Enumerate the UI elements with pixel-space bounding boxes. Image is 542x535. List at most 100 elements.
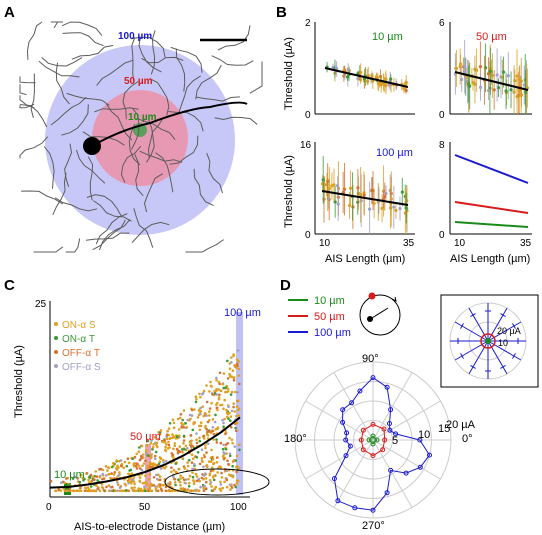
panel-a-letter: A [4,4,15,21]
legend-marker [54,364,58,368]
data-point [237,360,240,363]
dendrite-branch [66,92,110,106]
data-point [197,489,201,493]
data-point [192,421,196,424]
data-point [167,440,170,444]
x-tick: 35 [403,238,415,249]
data-point [175,435,179,439]
data-point [182,426,185,429]
panel-d: 10 µm 50 µm 100 µm 20 µA 10 90° 180° 270… [284,292,539,532]
data-point [154,463,157,467]
dendrite-branch [38,60,80,78]
y-tick: 0 [439,230,445,241]
data-point [235,414,238,418]
data-point [198,428,202,432]
data-point [152,483,155,487]
legend-off-alpha-s: OFF-α S [62,362,101,373]
data-point [208,430,211,433]
data-point [229,425,233,429]
polar-angle-270: 270° [362,520,385,532]
data-point [203,455,206,459]
data-point [85,472,88,475]
data-point [230,356,233,359]
data-point [180,448,184,451]
data-point [226,387,230,391]
data-point [219,466,223,469]
data-point [172,447,175,451]
schematic-circle [359,294,401,336]
data-point [124,484,127,487]
d-inset-frame [440,294,539,388]
data-point [217,397,221,401]
data-point [162,458,165,462]
y-tick: 0 [305,110,311,121]
polar-radius-15: 15 [438,423,450,435]
inset-error-tick [500,313,506,317]
data-point [112,473,116,476]
data-point [109,489,112,493]
data-point [152,443,155,446]
data-point [178,450,182,454]
data-point [205,480,208,484]
data-point [165,433,169,437]
data-point [230,361,233,364]
data-point [224,432,227,436]
data-point [224,386,228,389]
data-point [220,476,224,479]
data-point [142,456,145,459]
data-point [138,479,141,483]
c-band-10um [64,483,71,495]
data-point [205,384,208,387]
soma [83,137,101,155]
data-point [104,474,108,477]
data-point [205,400,209,404]
data-point [74,475,78,479]
dendrite-branch [85,232,130,241]
data-point [237,414,241,417]
data-point [212,462,216,465]
dendrite-branch [64,143,73,187]
polar-grid-spoke [333,439,374,508]
data-point [205,433,209,436]
data-point [233,410,237,413]
data-point [170,466,173,470]
data-point [61,480,65,484]
dendrite-branch [19,76,36,84]
data-point [235,482,239,485]
polar-point [366,437,372,443]
data-point [468,84,472,88]
legend-marker [54,336,58,340]
fit-line [454,71,529,91]
data-point [366,79,370,83]
data-point [184,482,187,485]
data-point [115,459,118,462]
data-point [222,386,225,390]
inset-error-tick [460,353,464,359]
data-point [165,443,168,446]
data-point [138,476,142,479]
fit-line [321,190,409,206]
data-point [201,391,205,395]
data-point [370,74,374,78]
data-point [143,487,146,490]
data-point [225,411,229,415]
data-point [195,456,199,459]
inset-radius-label: 10 [498,338,508,348]
data-point [133,486,136,489]
data-point [127,461,131,465]
data-point [177,478,180,482]
dendrite-branch [131,37,136,82]
data-point [79,489,83,493]
data-point [179,477,182,480]
data-point [111,485,114,489]
data-point [235,362,239,366]
data-point [460,77,464,82]
data-point [195,432,198,435]
data-point [190,453,194,457]
dendrite-branch [195,64,222,100]
data-point [233,390,237,394]
polar-point [349,400,355,406]
data-point [99,467,103,471]
data-point [522,83,526,87]
polar-grid-spoke [305,400,374,441]
